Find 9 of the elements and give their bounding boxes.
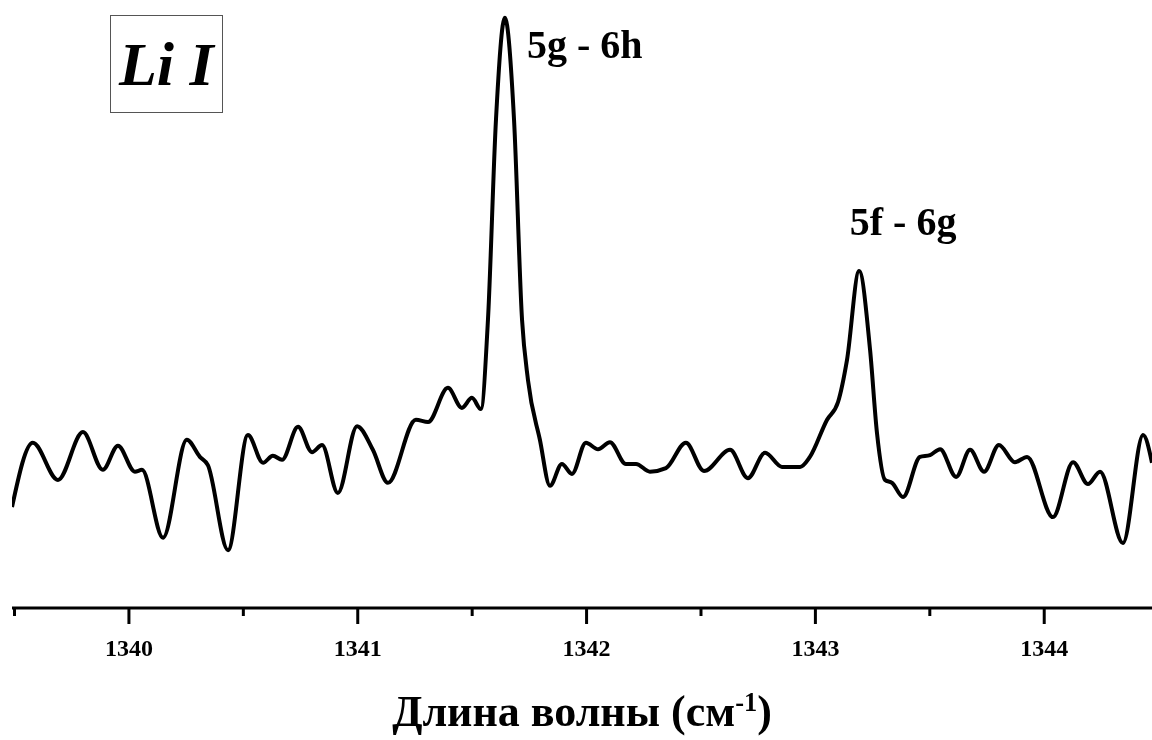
annotation: Li I <box>110 15 223 113</box>
x-tick-label: 1344 <box>1020 635 1069 661</box>
x-axis-title: Длина волны (см$^{-1}$) <box>392 687 772 736</box>
x-tick-label: 1341 <box>333 635 382 661</box>
x-tick-label: 1342 <box>562 635 611 661</box>
x-tick-label: 1340 <box>104 635 153 661</box>
annotation: 5g - 6h <box>526 21 643 67</box>
annotation: 5f - 6g <box>849 198 957 244</box>
x-tick-label: 1343 <box>791 635 840 661</box>
